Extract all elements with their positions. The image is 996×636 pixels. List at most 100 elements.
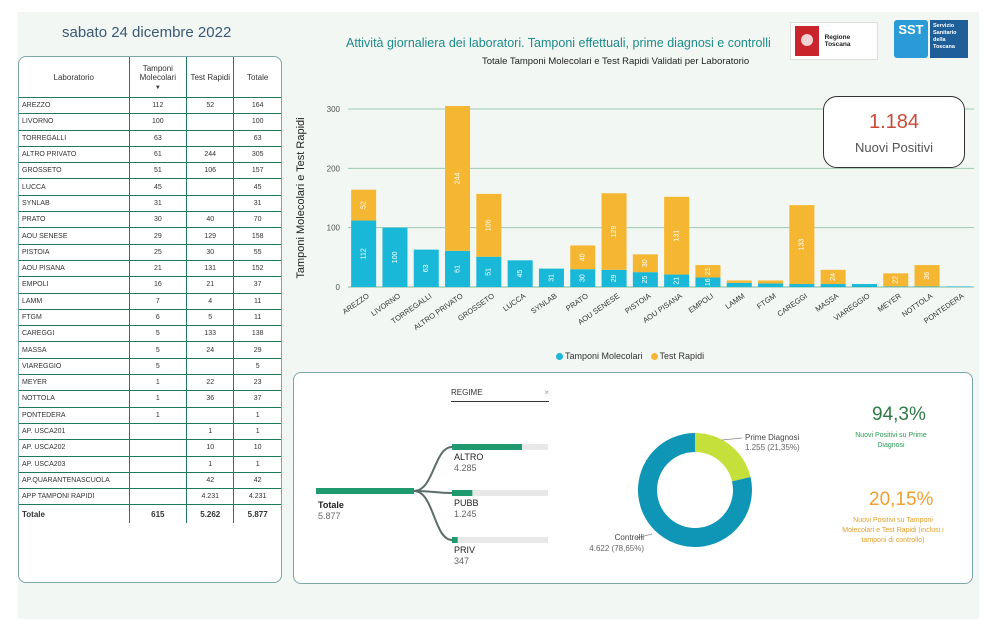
x-tick-label: CAREGGI: [775, 291, 808, 318]
table-row[interactable]: ALTRO PRIVATO 61 244 305: [19, 146, 281, 164]
legend-item-molecolari[interactable]: Tamponi Molecolari: [556, 351, 643, 361]
regime-filter[interactable]: REGIME ×: [451, 388, 549, 402]
cell-laboratorio: AOU PISANA: [19, 260, 130, 278]
table-row[interactable]: LAMM 7 4 11: [19, 293, 281, 310]
cell-test-rapidi: 1: [186, 456, 234, 473]
close-icon[interactable]: ×: [544, 388, 549, 397]
cell-totale: 45: [233, 178, 281, 196]
cell-tamponi: 6: [128, 309, 187, 327]
donut-leader-line: [721, 437, 743, 441]
table-row[interactable]: LIVORNO 100 100: [19, 113, 281, 131]
y-tick-label: 0: [336, 283, 341, 292]
bar-molecolari: [570, 269, 596, 287]
cell-totale: 23: [233, 374, 281, 392]
tree-node-value: 347: [454, 556, 469, 566]
table-row[interactable]: AP. USCA201 1 1: [19, 423, 281, 441]
table-header-row: Laboratorio Tamponi Molecolari ▼ Test Rap…: [19, 57, 281, 98]
table-row[interactable]: PONTEDERA 1 1: [19, 407, 281, 424]
table-row[interactable]: AP. USCA202 10 10: [19, 439, 281, 457]
table-row[interactable]: EMPOLI 16 21 37: [19, 276, 281, 294]
bar-molecolari: [945, 286, 971, 287]
bar-molecolari: [507, 260, 533, 287]
table-row[interactable]: CAREGGI 5 133 138: [19, 325, 281, 343]
chart-title: Totale Tamponi Molecolari e Test Rapidi …: [482, 56, 750, 67]
bar-molecolari: [476, 256, 502, 287]
data-label: 24: [830, 273, 837, 281]
table-row[interactable]: PRATO 30 40 70: [19, 211, 281, 229]
column-header-totale[interactable]: Totale: [233, 57, 281, 98]
table-row[interactable]: MEYER 1 22 23: [19, 374, 281, 392]
table-row[interactable]: PISTOIA 25 30 55: [19, 244, 281, 261]
table-row[interactable]: NOTTOLA 1 36 37: [19, 390, 281, 408]
positives-on-tests-label: Nuovi Positivi su Tamponi Molecolari e T…: [842, 517, 944, 544]
table-row[interactable]: AOU SENESE 29 129 158: [19, 227, 281, 245]
cell-totale: 164: [233, 97, 281, 115]
table-row[interactable]: TORREGALLI 63 63: [19, 130, 281, 147]
table-row[interactable]: LUCCA 45 45: [19, 178, 281, 196]
data-label: 61: [454, 265, 461, 273]
table-row[interactable]: APP TAMPONI RAPIDI 4.231 4.231: [19, 488, 281, 506]
cell-laboratorio: VIAREGGIO: [19, 358, 130, 376]
tree-node-label: PUBB: [454, 498, 479, 508]
column-header-tamponi[interactable]: Tamponi Molecolari ▼: [128, 57, 187, 98]
cell-test-rapidi: 106: [186, 162, 234, 180]
donut-label-controlli: Controlli: [615, 533, 645, 542]
column-header-test-rapidi[interactable]: Test Rapidi: [186, 57, 234, 98]
cell-laboratorio: AP. USCA203: [19, 456, 130, 473]
cell-totale: 158: [233, 227, 281, 245]
cell-test-rapidi: 52: [186, 97, 234, 115]
legend-item-rapidi[interactable]: Test Rapidi: [650, 351, 704, 361]
table-row[interactable]: MASSA 5 24 29: [19, 341, 281, 359]
table-row[interactable]: AP.QUARANTENASCUOLA 42 42: [19, 472, 281, 490]
regione-toscana-logo-text: Regione Toscana: [824, 34, 851, 48]
donut-slice-controlli: [638, 433, 752, 547]
cell-tamponi: 63: [128, 130, 187, 147]
cell-test-rapidi: 1: [186, 423, 234, 441]
table-row[interactable]: VIAREGGIO 5 5: [19, 358, 281, 376]
new-positives-value: 1.184: [868, 111, 920, 133]
cell-totale: 55: [233, 244, 281, 261]
cell-tamponi: [128, 488, 187, 506]
table-total-row[interactable]: Totale 615 5.262 5.877: [19, 504, 281, 524]
data-label: 131: [673, 230, 680, 242]
cell-test-rapidi: [186, 130, 234, 147]
donut-label-prime-diagnosi: Prime Diagnosi: [745, 433, 799, 442]
tree-connector: [413, 490, 453, 541]
cell-tamponi: 61: [128, 146, 187, 164]
table-row[interactable]: GROSSETO 51 106 157: [19, 162, 281, 180]
bar-chart[interactable]: Tamponi Molecolari e Test Rapidi 0 100 200 3…: [290, 68, 990, 358]
table-row[interactable]: FTGM 6 5 11: [19, 309, 281, 327]
cell-totale: 1: [233, 456, 281, 473]
chart-legend[interactable]: Tamponi Molecolari Test Rapidi: [556, 351, 704, 361]
column-header-laboratorio[interactable]: Laboratorio: [19, 57, 130, 98]
cell-test-rapidi: 4: [186, 293, 234, 310]
data-label: 30: [642, 259, 649, 267]
cell-laboratorio: PONTEDERA: [19, 407, 130, 424]
table-row[interactable]: AP. USCA203 1 1: [19, 456, 281, 473]
cell-totale: 70: [233, 211, 281, 229]
positives-on-first-diagnosis-value: 94,3%: [872, 404, 926, 425]
legend-label-molecolari: Tamponi Molecolari: [565, 351, 643, 361]
bar-molecolari: [538, 268, 564, 287]
tree-node-bar: [452, 444, 522, 450]
laboratory-table[interactable]: Laboratorio Tamponi Molecolari ▼ Test Rap…: [18, 56, 282, 583]
cell-tamponi: 7: [128, 293, 187, 310]
bar-molecolari: [851, 284, 877, 287]
tree-node-value: 1.245: [454, 509, 477, 519]
data-label: 52: [360, 201, 367, 209]
x-tick-label: FTGM: [755, 291, 778, 311]
bar-rapidi: [632, 254, 658, 273]
x-tick-label: AREZZO: [341, 291, 371, 316]
bottom-panel: [293, 372, 973, 584]
bar-rapidi: [883, 273, 909, 287]
cell-test-rapidi: 21: [186, 276, 234, 294]
cell-laboratorio: TORREGALLI: [19, 130, 130, 147]
cell-test-rapidi: 5.262: [186, 504, 234, 524]
table-row[interactable]: AREZZO 112 52 164: [19, 97, 281, 115]
table-row[interactable]: AOU PISANA 21 131 152: [19, 260, 281, 278]
page-title: Attività giornaliera dei laboratori. Tam…: [346, 36, 771, 50]
table-row[interactable]: SYNLAB 31 31: [19, 195, 281, 213]
bar-rapidi: [445, 106, 471, 251]
